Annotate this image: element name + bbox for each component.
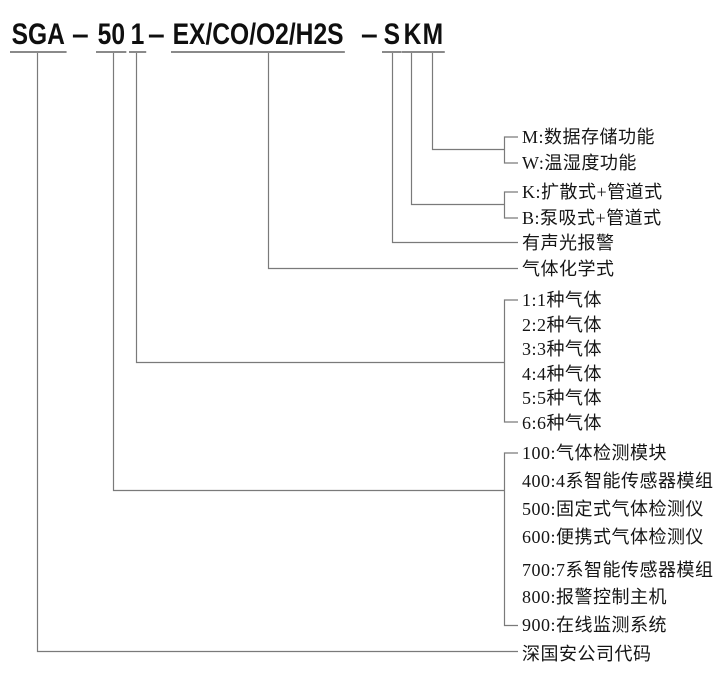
- model-segment-sampling: K: [402, 18, 424, 53]
- model-segment-series: 50: [96, 18, 127, 53]
- legend-item-series-700: 700:7系智能传感器模组: [522, 560, 714, 580]
- legend-item-gas-formula: 气体化学式: [522, 259, 615, 279]
- model-segment-function: M: [421, 18, 445, 53]
- legend-item-sampling-k: K:扩散式+管道式: [522, 182, 663, 202]
- separator-dash: –: [72, 18, 89, 51]
- legend-item-series-100: 100:气体检测模块: [522, 443, 668, 463]
- legend-item-gas-count-6: 6:6种气体: [522, 413, 603, 433]
- legend-item-gas-count-5: 5:5种气体: [522, 388, 603, 408]
- model-segment-alarm: S: [382, 18, 402, 53]
- legend-item-gas-count-2: 2:2种气体: [522, 315, 603, 335]
- legend-item-alarm: 有声光报警: [522, 233, 615, 253]
- model-segment-gases: EX/CO/O2/H2S: [171, 18, 346, 53]
- model-segment-company: SGA: [10, 18, 67, 53]
- legend-item-series-900: 900:在线监测系统: [522, 615, 668, 635]
- legend-item-function-m: M:数据存储功能: [522, 127, 656, 147]
- separator-dash: –: [361, 18, 378, 51]
- legend-item-series-800: 800:报警控制主机: [522, 587, 668, 607]
- separator-dash: –: [148, 18, 165, 51]
- legend-item-gas-count-1: 1:1种气体: [522, 290, 603, 310]
- legend-item-gas-count-4: 4:4种气体: [522, 364, 603, 384]
- model-segment-gas-count: 1: [129, 18, 146, 53]
- legend-item-series-400: 400:4系智能传感器模组: [522, 471, 714, 491]
- legend-item-series-600: 600:便携式气体检测仪: [522, 527, 705, 547]
- legend-item-function-w: W:温湿度功能: [522, 153, 637, 173]
- legend-item-company-code: 深国安公司代码: [522, 644, 652, 664]
- legend-item-series-500: 500:固定式气体检测仪: [522, 499, 705, 519]
- legend-item-sampling-b: B:泵吸式+管道式: [522, 208, 662, 228]
- legend-item-gas-count-3: 3:3种气体: [522, 339, 603, 359]
